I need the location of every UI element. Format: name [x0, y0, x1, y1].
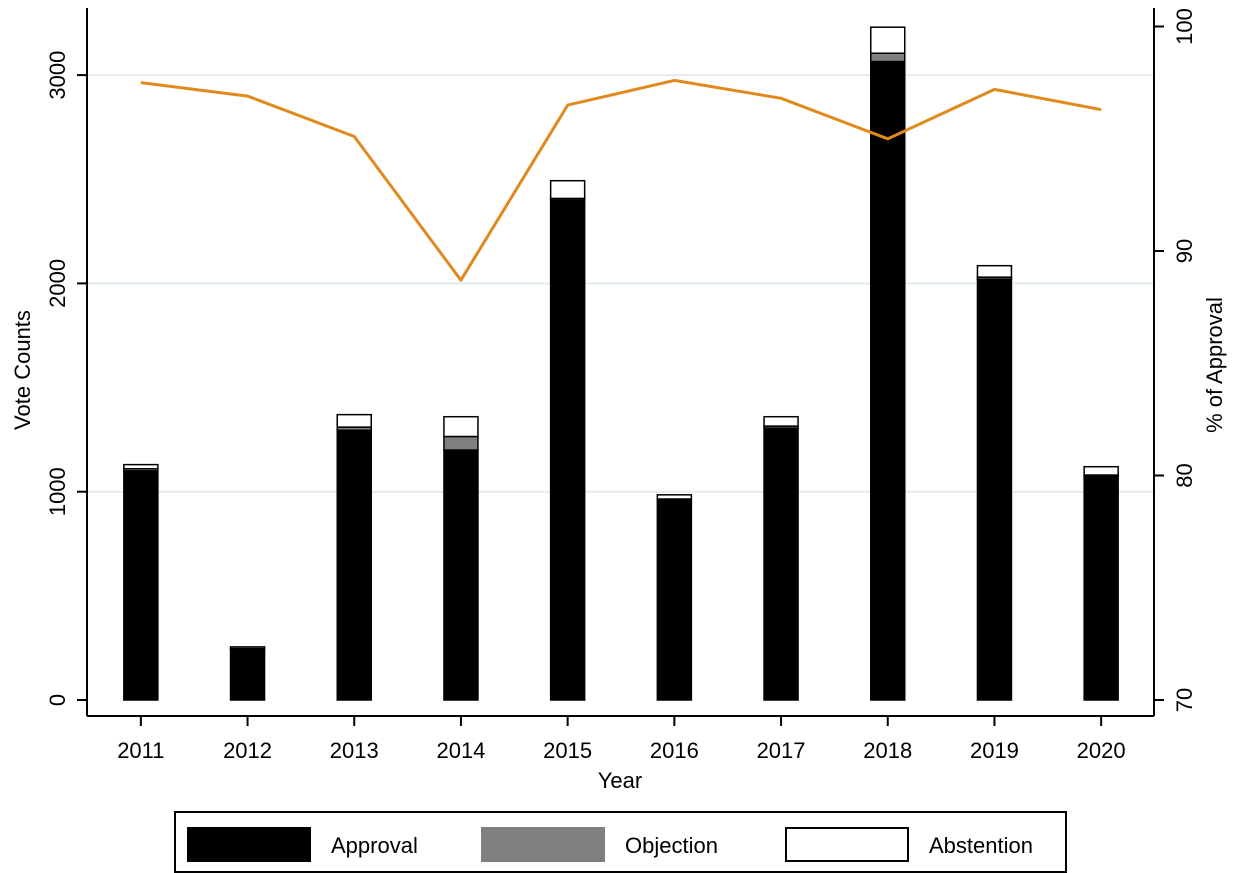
- axis-ticks: 0 1000 2000 3000 70 80 90 100 2011 2012 2013 2014 20…: [45, 8, 1197, 763]
- bar-abstention: [870, 26, 906, 54]
- y-tick-label: 3000: [45, 51, 70, 100]
- bar-abstention: [763, 415, 799, 427]
- bar-approval: [976, 278, 1013, 701]
- bar-approval: [336, 429, 372, 701]
- x-tick-label: 2016: [650, 738, 699, 763]
- legend-frame: [174, 811, 1067, 873]
- x-tick-label: 2013: [330, 738, 379, 763]
- y-tick-label: 0: [45, 694, 70, 706]
- x-tick-label: 2014: [436, 738, 485, 763]
- x-tick-label: 2011: [117, 738, 164, 763]
- bar-approval: [1083, 475, 1119, 701]
- x-tick-label: 2015: [543, 738, 592, 763]
- bar-approval: [656, 499, 693, 701]
- bars: [123, 26, 1119, 701]
- gridlines: [87, 74, 1154, 493]
- y2-tick-label: 80: [1172, 463, 1197, 487]
- legend-swatch-approval: [187, 827, 311, 862]
- bar-abstention: [1083, 465, 1119, 476]
- bar-approval: [123, 470, 159, 701]
- y2-axis-title: % of Approval: [1202, 297, 1227, 433]
- approval-rate-line: [140, 78, 1102, 282]
- bar-approval: [870, 60, 906, 701]
- legend-swatch-objection: [481, 827, 605, 862]
- x-tick-label: 2018: [863, 738, 912, 763]
- bar-abstention: [976, 264, 1013, 278]
- bar-objection: [443, 435, 479, 451]
- y-tick-label: 2000: [45, 259, 70, 308]
- bar-abstention: [229, 646, 266, 650]
- bar-approval: [229, 648, 266, 701]
- y2-tick-label: 90: [1172, 239, 1197, 263]
- legend: Approval Objection Abstention: [174, 811, 1067, 873]
- legend-label-approval: Approval: [331, 833, 418, 858]
- bar-abstention: [123, 463, 159, 470]
- legend-label-objection: Objection: [625, 833, 718, 858]
- legend-swatch-abstention: [785, 827, 909, 862]
- y-tick-label: 1000: [45, 467, 70, 516]
- y2-tick-label: 100: [1172, 8, 1197, 45]
- bar-objection: [870, 52, 906, 63]
- y2-tick-label: 70: [1172, 688, 1197, 712]
- bar-approval: [443, 449, 479, 701]
- legend-label-abstention: Abstention: [929, 833, 1033, 858]
- bar-approval: [763, 427, 799, 701]
- x-tick-label: 2017: [757, 738, 806, 763]
- x-tick-label: 2019: [970, 738, 1019, 763]
- y-axis-title: Vote Counts: [10, 310, 35, 430]
- bar-approval: [549, 199, 586, 701]
- x-tick-label: 2020: [1077, 738, 1126, 763]
- bar-abstention: [336, 413, 372, 428]
- bar-abstention: [549, 179, 586, 200]
- x-tick-label: 2012: [223, 738, 272, 763]
- x-axis-title: Year: [598, 768, 642, 793]
- bar-abstention: [443, 415, 479, 438]
- bar-abstention: [656, 494, 693, 500]
